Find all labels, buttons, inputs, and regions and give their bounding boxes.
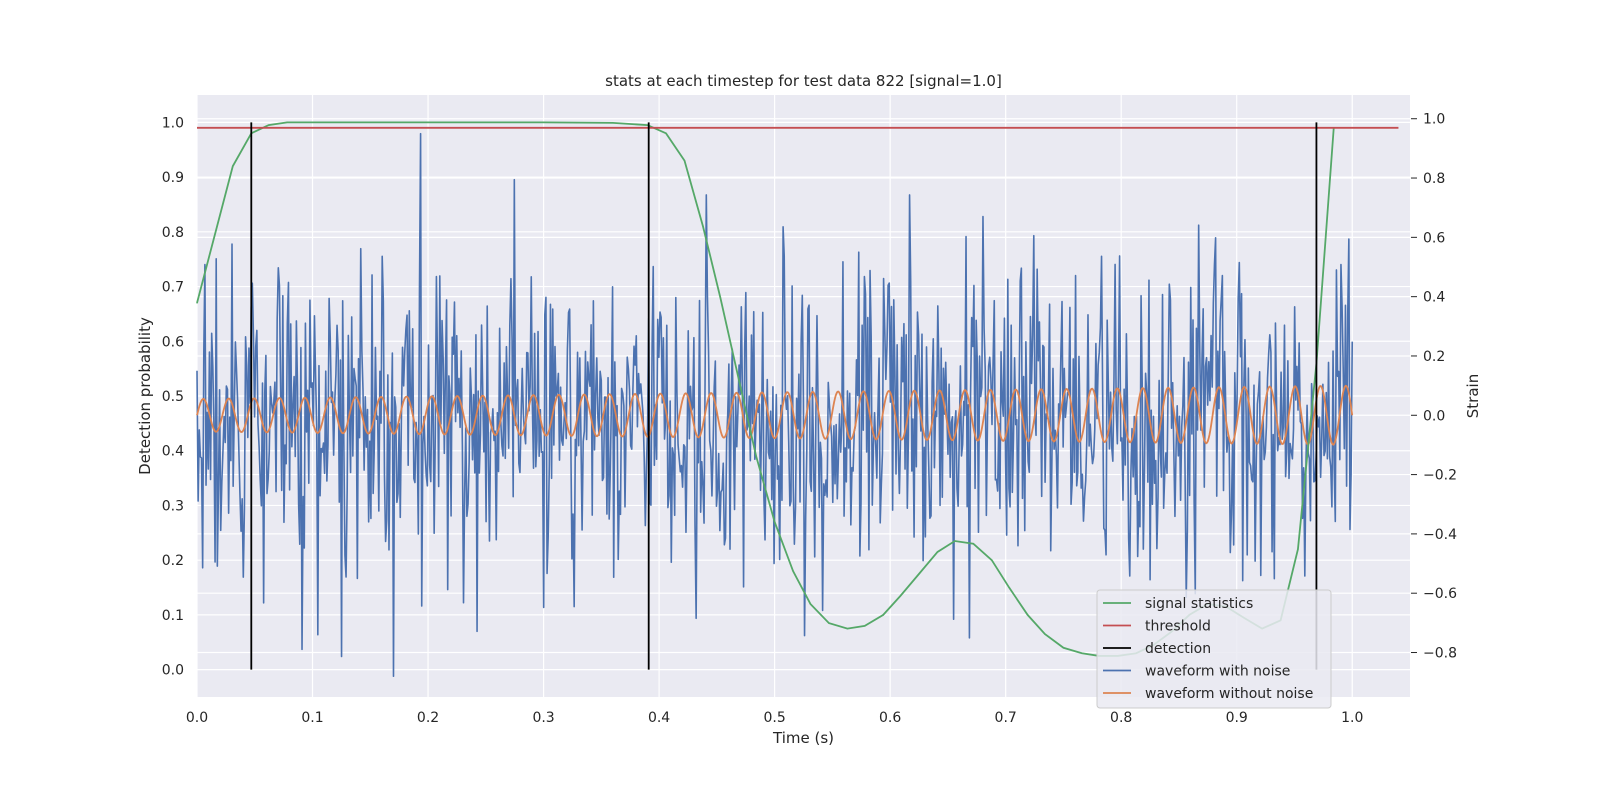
signal-statistics-point <box>774 521 776 523</box>
legend-label-waveform-without-noise: waveform without noise <box>1145 686 1313 702</box>
y-right-tick-label: −0.2 <box>1423 468 1457 484</box>
y-axis-left-ticks: 0.0 0.1 0.2 0.3 0.4 0.5 0.6 0.7 0.8 0.9 1.0 <box>162 115 184 678</box>
x-tick-label: 0.2 <box>417 710 439 726</box>
y-tick-label: 0.5 <box>162 389 184 405</box>
signal-statistics-point <box>542 121 545 123</box>
signal-statistics-point <box>1027 614 1029 616</box>
signal-statistics-point <box>864 625 866 627</box>
y-tick-label: 0.8 <box>162 225 184 241</box>
legend-label-waveform-with-noise: waveform with noise <box>1145 664 1290 680</box>
signal-statistics-point <box>304 121 307 123</box>
signal-statistics-point <box>991 559 993 561</box>
x-tick-label: 0.0 <box>186 710 208 726</box>
y-tick-label: 0.1 <box>162 608 184 624</box>
y-tick-label: 0.7 <box>162 280 184 296</box>
signal-statistics-point <box>268 124 270 126</box>
y-right-tick-label: −0.4 <box>1423 527 1457 543</box>
signal-statistics-point <box>612 122 614 124</box>
y-axis-left-label: Detection probability <box>136 317 154 475</box>
x-tick-label: 0.7 <box>995 710 1017 726</box>
x-tick-label: 1.0 <box>1341 710 1363 726</box>
signal-statistics-point <box>755 455 757 457</box>
signal-statistics-point <box>918 573 920 575</box>
y-right-tick-label: 0.6 <box>1423 230 1445 246</box>
y-right-tick-label: −0.8 <box>1423 646 1457 662</box>
y-axis-right-ticks: −0.8 −0.6 −0.4 −0.2 0.0 0.2 0.4 0.6 0.8 1.0 <box>1411 112 1457 662</box>
x-tick-label: 0.9 <box>1226 710 1248 726</box>
signal-statistics-point <box>828 622 830 624</box>
signal-statistics-point <box>846 627 848 630</box>
series-waveform-without-noise <box>196 384 1354 446</box>
y-axis-right-label: Strain <box>1464 374 1482 418</box>
legend-label-signal-statistics: signal statistics <box>1145 596 1253 612</box>
y-right-tick-label: 0.8 <box>1423 171 1445 187</box>
waveform-with-noise-line <box>196 132 1354 678</box>
x-tick-label: 0.4 <box>648 710 670 726</box>
series-waveform-with-noise <box>196 132 1354 678</box>
series-detection <box>250 122 1318 670</box>
signal-statistics-point <box>882 614 884 616</box>
y-right-tick-label: 1.0 <box>1423 112 1445 128</box>
y-tick-label: 1.0 <box>162 115 184 131</box>
signal-statistics-point <box>232 165 234 167</box>
y-tick-label: 0.4 <box>162 444 184 460</box>
y-tick-label: 0.0 <box>162 663 184 679</box>
signal-statistics-point <box>1081 652 1083 654</box>
x-axis-label: Time (s) <box>772 729 834 747</box>
signal-statistics-point <box>196 302 198 304</box>
signal-statistics-point <box>427 121 429 123</box>
x-axis-ticks: 0.0 0.1 0.2 0.3 0.4 0.5 0.6 0.7 0.8 0.9 1.0 <box>186 710 1364 726</box>
y-tick-label: 0.2 <box>162 553 184 569</box>
signal-statistics-point <box>286 121 288 123</box>
legend-box <box>1096 589 1332 709</box>
signal-statistics-point <box>738 378 740 381</box>
signal-statistics-point <box>1062 647 1065 649</box>
x-tick-label: 0.1 <box>301 710 323 726</box>
x-tick-label: 0.3 <box>532 710 554 726</box>
signal-statistics-point <box>936 551 939 553</box>
waveform-without-noise-line <box>196 384 1354 446</box>
signal-statistics-point <box>809 603 812 605</box>
signal-statistics-point <box>1008 586 1010 589</box>
y-right-tick-label: 0.0 <box>1423 408 1445 424</box>
legend: signal statistics threshold detection wavef… <box>1096 589 1332 709</box>
y-right-tick-label: 0.2 <box>1423 349 1445 365</box>
y-tick-label: 0.6 <box>162 334 184 350</box>
chart-title: stats at each timestep for test data 822… <box>605 72 1002 90</box>
legend-label-detection: detection <box>1145 641 1211 657</box>
x-tick-label: 0.8 <box>1110 710 1132 726</box>
y-tick-label: 0.9 <box>162 170 184 186</box>
signal-statistics-point <box>792 570 794 572</box>
signal-statistics-point <box>702 225 704 227</box>
signal-statistics-point <box>899 595 902 597</box>
legend-label-threshold: threshold <box>1145 619 1211 635</box>
signal-statistics-point <box>683 160 686 162</box>
y-right-tick-label: 0.4 <box>1423 290 1445 306</box>
signal-statistics-point <box>340 121 343 123</box>
y-tick-label: 0.3 <box>162 498 184 514</box>
y-right-tick-label: −0.6 <box>1423 586 1457 602</box>
signal-statistics-point <box>954 540 956 542</box>
signal-statistics-point <box>1297 548 1299 550</box>
x-tick-label: 0.6 <box>879 710 901 726</box>
x-tick-label: 0.5 <box>763 710 785 726</box>
signal-statistics-point <box>719 296 721 299</box>
signal-statistics-point <box>1044 633 1046 635</box>
signal-statistics-point <box>972 543 974 545</box>
signal-statistics-point <box>665 132 667 134</box>
